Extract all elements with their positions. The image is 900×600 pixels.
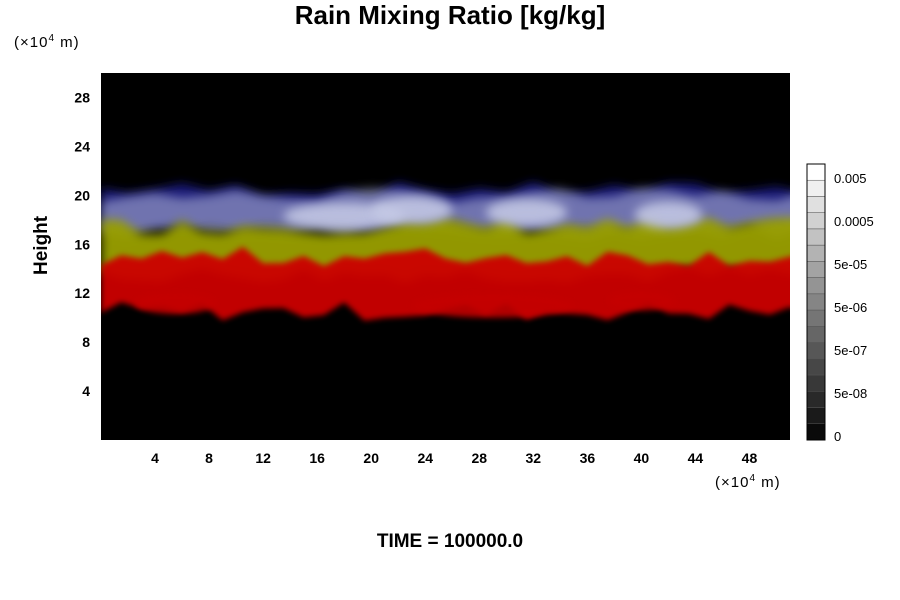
colorbar-level — [806, 261, 826, 278]
red-cell — [411, 293, 574, 318]
x-axis-ticks: 4 8 12 16 20 24 28 32 36 40 44 48 — [151, 450, 757, 466]
colorbar-level — [806, 358, 826, 376]
colorbar-level — [806, 342, 826, 360]
colorbar-level — [806, 407, 826, 425]
colorbar-label: 5e-08 — [834, 386, 867, 401]
y-tick-label: 8 — [82, 334, 90, 350]
colorbar-level — [806, 391, 826, 408]
y-tick-label: 20 — [74, 187, 90, 203]
red-cell — [134, 291, 216, 314]
colorbar-level — [806, 244, 826, 262]
colorbar-level — [806, 196, 826, 213]
colorbar-level — [806, 228, 826, 246]
colorbar-level — [806, 212, 826, 230]
red-cell — [607, 290, 676, 311]
rain-field — [101, 182, 790, 321]
y-tick-label: 16 — [74, 236, 90, 252]
colorbar: 0.005 0.0005 5e-05 5e-06 5e-07 5e-08 0 — [806, 163, 874, 444]
colorbar-label: 5e-07 — [834, 343, 867, 358]
colorbar-level — [806, 163, 826, 181]
y-tick-label: 12 — [74, 285, 90, 301]
x-tick-label: 16 — [309, 450, 325, 466]
x-tick-label: 44 — [688, 450, 704, 466]
cloud-core — [634, 201, 703, 229]
cloud-core — [486, 199, 568, 226]
x-tick-label: 40 — [634, 450, 650, 466]
x-tick-label: 32 — [526, 450, 542, 466]
x-tick-label: 28 — [471, 450, 487, 466]
x-tick-label: 48 — [742, 450, 758, 466]
colorbar-label: 5e-05 — [834, 257, 867, 272]
colorbar-label: 0 — [834, 429, 841, 444]
x-tick-label: 24 — [417, 450, 433, 466]
colorbar-label: 0.0005 — [834, 214, 874, 229]
x-tick-label: 36 — [580, 450, 596, 466]
colorbar-level — [806, 179, 826, 197]
y-tick-label: 24 — [74, 138, 90, 154]
cloud-core — [371, 196, 453, 224]
chart-title: Rain Mixing Ratio [kg/kg] — [294, 0, 606, 30]
colorbar-level — [806, 309, 826, 327]
colorbar-frame — [806, 163, 826, 441]
x-tick-label: 8 — [205, 450, 213, 466]
x-tick-label: 4 — [151, 450, 159, 466]
colorbar-level — [806, 326, 826, 343]
x-tick-label: 20 — [363, 450, 379, 466]
time-label: TIME = 100000.0 — [376, 531, 524, 552]
x-axis-unit: (×104 m) — [715, 473, 781, 491]
colorbar-level — [806, 277, 826, 295]
colorbar-label: 0.005 — [834, 171, 867, 186]
y-axis-unit: (×104 m) — [14, 33, 80, 51]
y-axis-ticks: 4 8 12 16 20 24 28 — [74, 89, 90, 399]
colorbar-level — [806, 374, 826, 392]
x-tick-label: 12 — [255, 450, 271, 466]
colorbar-label: 5e-06 — [834, 300, 867, 315]
colorbar-level — [806, 423, 826, 441]
y-tick-label: 28 — [74, 89, 90, 105]
y-tick-label: 4 — [82, 383, 90, 399]
colorbar-level — [806, 293, 826, 311]
